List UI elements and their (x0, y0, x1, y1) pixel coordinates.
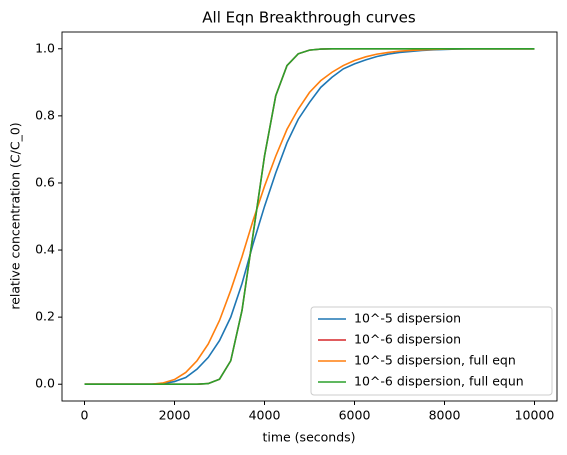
x-tick-label: 0 (81, 408, 89, 423)
legend-label: 10^-6 dispersion (354, 332, 461, 347)
x-tick-label: 4000 (249, 408, 281, 423)
y-tick-label: 0.6 (35, 174, 55, 189)
x-tick-label: 2000 (159, 408, 191, 423)
x-tick-label: 6000 (339, 408, 371, 423)
y-axis-label: relative concentration (C/C_0) (8, 122, 23, 309)
legend-box (310, 306, 553, 396)
y-tick-label: 0.8 (35, 107, 55, 122)
plot-frame (61, 31, 558, 402)
series-line (84, 47, 535, 386)
legend-label: 10^-6 dispersion, full equn (354, 374, 524, 389)
x-axis-label: time (seconds) (262, 430, 355, 445)
y-tick-label: 0.2 (35, 309, 55, 324)
y-tick-label: 0.0 (35, 376, 55, 391)
chart-title: All Eqn Breakthrough curves (202, 9, 416, 27)
y-tick-label: 1.0 (35, 40, 55, 55)
x-tick-label: 10000 (515, 408, 555, 423)
legend-label: 10^-5 dispersion (354, 311, 461, 326)
y-tick-label: 0.4 (35, 242, 55, 257)
x-tick-label: 8000 (429, 408, 461, 423)
legend-label: 10^-5 dispersion, full eqn (354, 353, 516, 368)
